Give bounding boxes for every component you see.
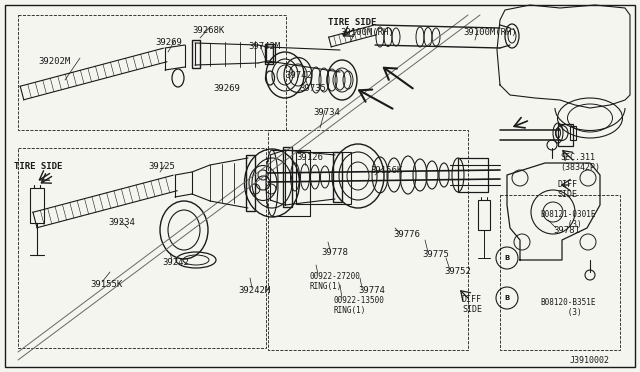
Text: 39742M: 39742M [248,42,280,51]
Text: 39752: 39752 [444,267,471,276]
Text: 39156K: 39156K [370,166,403,175]
Bar [18,148,266,348]
Text: 39775: 39775 [422,250,449,259]
Text: 39155K: 39155K [90,280,122,289]
Bar [246,155,255,211]
Text: 39126: 39126 [296,153,323,162]
Text: 39242: 39242 [162,258,189,267]
Bar [478,200,490,230]
Text: 39734: 39734 [313,108,340,117]
Text: B: B [504,255,509,261]
Text: DIFF
SIDE: DIFF SIDE [462,295,482,314]
Text: 39735: 39735 [299,84,326,93]
Text: DIFF
SIDE: DIFF SIDE [557,180,577,199]
Text: TIRE SIDE: TIRE SIDE [14,162,62,171]
Bar [266,44,275,62]
Text: 39781: 39781 [553,226,580,235]
Text: TIRE SIDE: TIRE SIDE [328,18,376,27]
Text: SEC.311
(38342P): SEC.311 (38342P) [560,153,600,172]
Bar [458,158,488,192]
Bar [18,15,286,130]
Text: B: B [504,295,509,301]
Text: 00922-27200
RING(1): 00922-27200 RING(1) [310,272,361,291]
Bar [283,147,292,207]
Bar [558,124,573,146]
Bar [268,130,468,350]
Text: B08121-0301E
      (3): B08121-0301E (3) [540,210,595,230]
Bar [296,152,351,204]
Bar [30,188,44,223]
Text: 39100M(RH): 39100M(RH) [463,28,516,37]
Text: 39100M(RH): 39100M(RH) [340,28,394,37]
Text: 39202M: 39202M [38,57,70,66]
Text: 39234: 39234 [108,218,135,227]
Text: 39269: 39269 [213,84,240,93]
Text: 39268K: 39268K [192,26,224,35]
Bar [333,152,342,202]
Text: B08120-B351E
      (3): B08120-B351E (3) [540,298,595,317]
Bar [265,44,273,64]
Text: 39776: 39776 [393,230,420,239]
Bar [500,195,620,350]
Bar [192,40,200,68]
Text: J3910002: J3910002 [570,356,610,365]
Text: 39774: 39774 [358,286,385,295]
Text: 39269: 39269 [155,38,182,47]
Text: 39242M: 39242M [238,286,270,295]
Text: 39125: 39125 [148,162,175,171]
Text: 39742: 39742 [285,71,312,80]
Text: 39778: 39778 [321,248,348,257]
Bar [570,126,576,140]
Text: 00922-13500
RING(1): 00922-13500 RING(1) [333,296,384,315]
